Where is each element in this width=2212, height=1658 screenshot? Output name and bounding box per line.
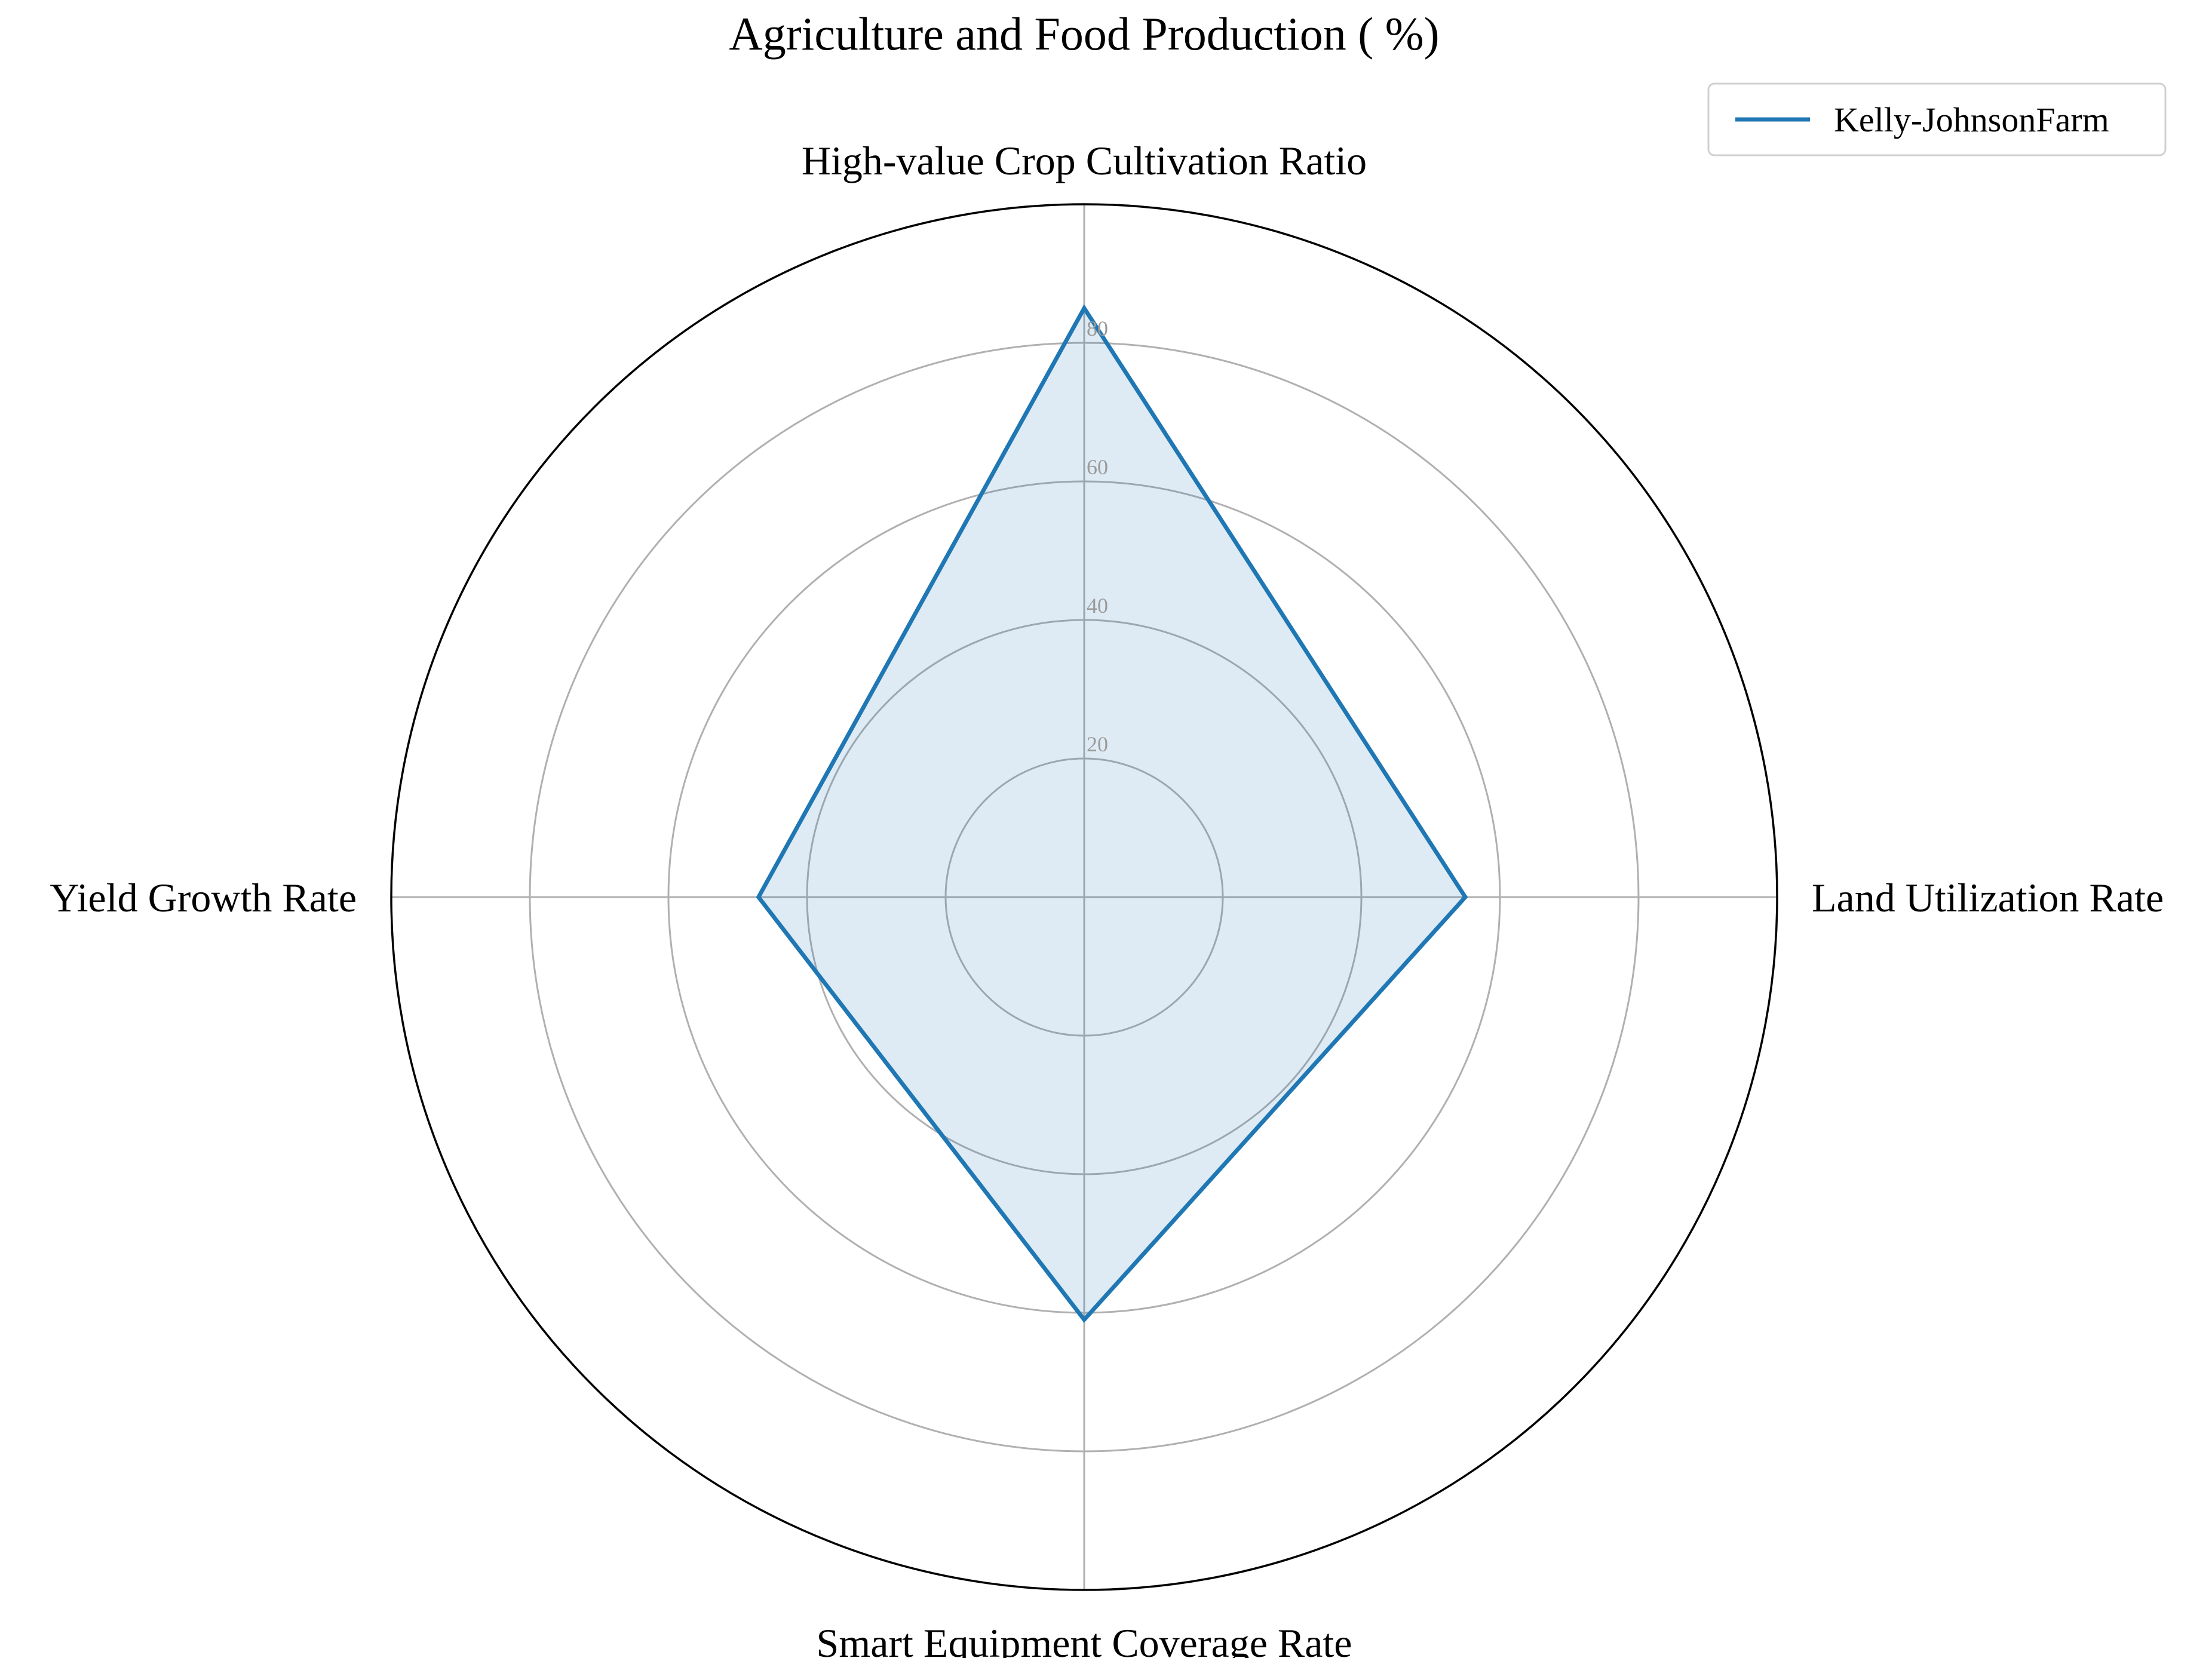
tick-label-80: 80 [1087, 317, 1108, 340]
axis-label-2: Smart Equipment Coverage Rate [817, 1620, 1352, 1658]
axis-label-layer: High-value Crop Cultivation Ratio Land Ut… [50, 138, 2164, 1658]
chart-title: Agriculture and Food Production ( %) [729, 8, 1439, 60]
tick-label-60: 60 [1087, 455, 1108, 479]
outer-ring [390, 203, 1778, 1591]
legend-box [1707, 82, 2167, 156]
tick-layer: 20 40 60 80 [1087, 317, 1108, 756]
axis-label-0: High-value Crop Cultivation Ratio [802, 138, 1367, 183]
tick-label-20: 20 [1087, 732, 1108, 756]
axis-label-1: Land Utilization Rate [1812, 875, 2164, 920]
grid-layer [390, 203, 1778, 1591]
legend-label-kelly-johnsonfarm: Kelly-JohnsonFarm [1834, 100, 2109, 139]
series-layer [756, 304, 1468, 1324]
tick-label-40: 40 [1087, 594, 1108, 618]
series-fill-0 [758, 308, 1465, 1320]
axis-label-3: Yield Growth Rate [50, 875, 357, 920]
legend: Kelly-JohnsonFarm [1707, 82, 2167, 156]
